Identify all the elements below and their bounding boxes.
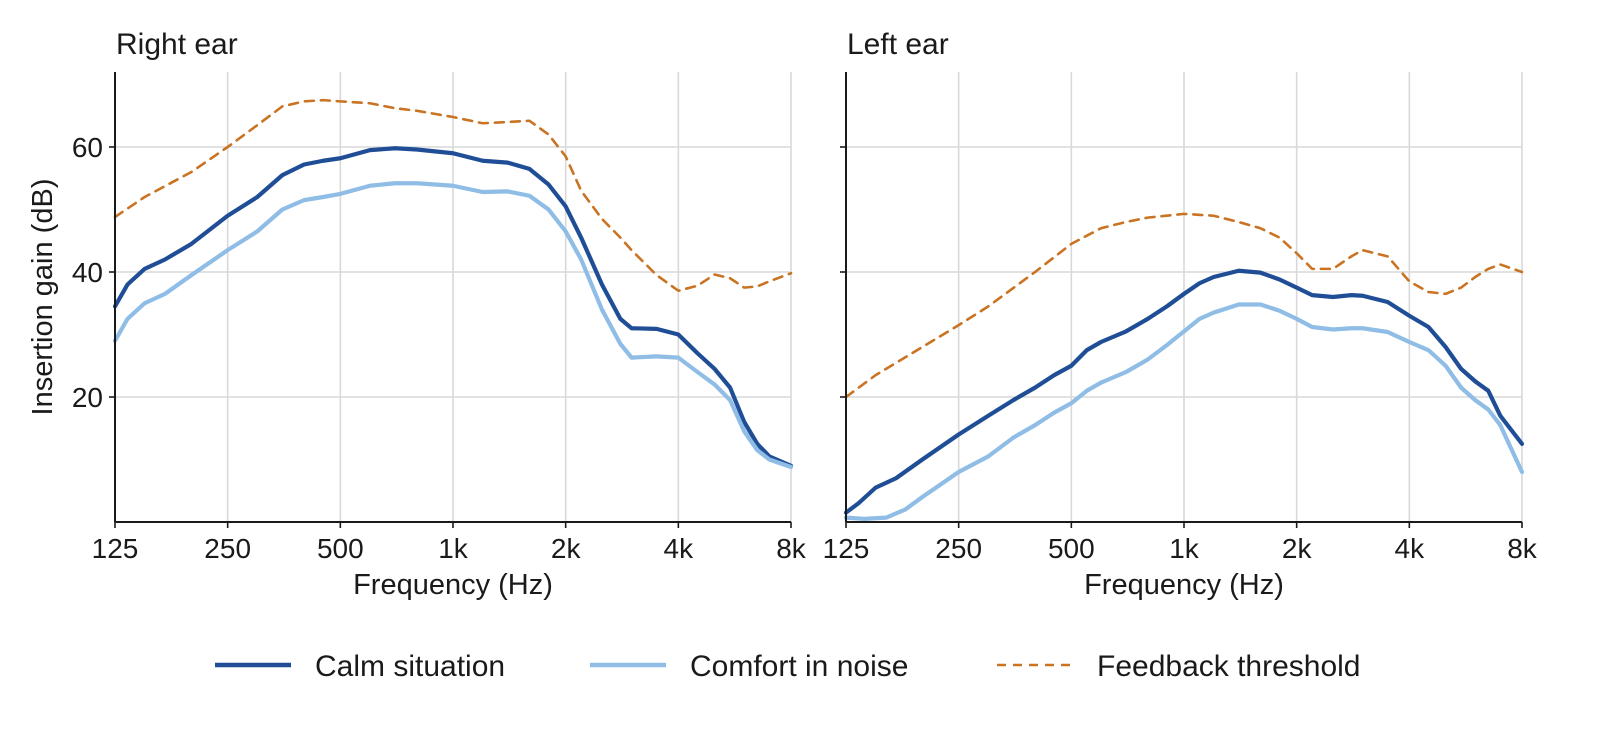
x-tick-label: 500: [317, 533, 364, 564]
x-tick-label: 8k: [1507, 533, 1538, 564]
y-tick-label: 60: [72, 132, 103, 163]
y-tick-label: 40: [72, 257, 103, 288]
x-tick-label: 2k: [1282, 533, 1313, 564]
x-tick-label: 4k: [664, 533, 695, 564]
series-line-calm-situation: [843, 268, 1525, 515]
x-tick-label: 125: [823, 533, 870, 564]
legend-label-calm-situation: Calm situation: [315, 650, 505, 683]
y-tick-label: 20: [72, 382, 103, 413]
left-ear-panel: 125 250 500 1k 2k 4k 8k Left ear Frequency (Hz): [823, 28, 1538, 601]
panel-title: Left ear: [847, 28, 949, 61]
x-tick-label: 250: [204, 533, 251, 564]
legend: Calm situation Comfort in noise Feedback t…: [215, 650, 1361, 683]
x-tick-label: 250: [935, 533, 982, 564]
x-tick-label: 125: [92, 533, 139, 564]
x-tick-label: 500: [1048, 533, 1095, 564]
series-line-feedback-threshold: [113, 98, 793, 293]
x-tick-label: 4k: [1395, 533, 1426, 564]
right-ear-panel: 20 40 60 125 250 500 1k 2k 4k 8k Right ear Frequenc…: [27, 28, 807, 601]
series-line-comfort-in-noise: [112, 181, 794, 470]
series-line-calm-situation: [112, 146, 794, 468]
y-axis-label: Insertion gain (dB): [27, 179, 59, 416]
x-tick-label: 1k: [438, 533, 469, 564]
x-tick-label: 8k: [776, 533, 807, 564]
legend-label-feedback-threshold: Feedback threshold: [1097, 650, 1361, 683]
x-tick-label: 1k: [1169, 533, 1200, 564]
series-line-comfort-in-noise: [843, 302, 1525, 521]
panel-title: Right ear: [116, 28, 238, 61]
x-axis-label: Frequency (Hz): [1084, 569, 1284, 601]
legend-label-comfort-in-noise: Comfort in noise: [690, 650, 908, 683]
x-tick-label: 2k: [551, 533, 582, 564]
x-axis-label: Frequency (Hz): [353, 569, 553, 601]
series-line-feedback-threshold: [844, 212, 1524, 399]
